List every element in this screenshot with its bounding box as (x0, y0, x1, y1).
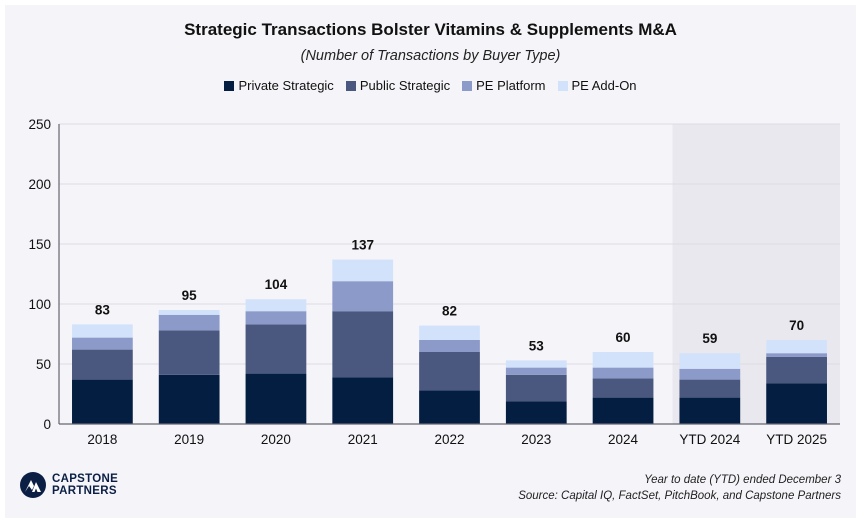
total-data-label: 53 (529, 338, 545, 353)
y-tick-label: 100 (28, 297, 51, 312)
bar-segment-pe-platform (332, 281, 394, 312)
legend-label: Private Strategic (238, 78, 334, 93)
bar-segment-public-strategic (679, 379, 741, 398)
x-tick-label: YTD 2025 (766, 432, 827, 447)
bar-segment-private-strategic (245, 373, 307, 424)
bar-segment-pe-add-on (419, 325, 480, 340)
legend-item-public-strategic: Public Strategic (345, 78, 451, 93)
bar-segment-private-strategic (332, 377, 394, 424)
x-tick-label: 2024 (608, 432, 639, 447)
bar-segment-private-strategic (766, 383, 827, 424)
legend-item-pe-platform: PE Platform (462, 78, 546, 93)
bar-segment-private-strategic (505, 401, 567, 424)
x-tick-label: YTD 2024 (679, 432, 740, 447)
bar-segment-public-strategic (505, 374, 567, 402)
x-tick-label: 2020 (261, 432, 291, 447)
bar-segment-public-strategic (72, 349, 133, 380)
ytd-note: Year to date (YTD) ended December 3 (644, 474, 841, 486)
bar-segment-pe-add-on (332, 259, 394, 282)
legend-swatch (462, 80, 473, 91)
total-data-label: 60 (616, 330, 631, 345)
bar-segment-pe-platform (158, 314, 220, 331)
bar-segment-pe-platform (245, 311, 307, 325)
capstone-mountain-icon (20, 472, 46, 498)
legend-label: Public Strategic (359, 78, 451, 93)
bar-segment-pe-add-on (72, 324, 133, 338)
chart-title: Strategic Transactions Bolster Vitamins … (184, 20, 677, 39)
bar-segment-pe-add-on (505, 360, 567, 368)
y-tick-label: 250 (28, 117, 51, 132)
legend-label: PE Add-On (571, 78, 637, 93)
bar-segment-pe-platform (679, 368, 741, 380)
legend-swatch (345, 80, 356, 91)
bar-segment-public-strategic (158, 330, 220, 375)
source-note: Source: Capital IQ, FactSet, PitchBook, … (518, 490, 841, 502)
legend-item-pe-add-on: PE Add-On (557, 78, 637, 93)
x-tick-label: 2019 (174, 432, 204, 447)
bar-segment-pe-add-on (679, 353, 741, 369)
bar-segment-pe-add-on (592, 352, 654, 368)
footnotes: Year to date (YTD) ended December 3 Sour… (518, 472, 841, 504)
total-data-label: 82 (442, 304, 457, 319)
x-tick-label: 2021 (348, 432, 378, 447)
bar-segment-private-strategic (419, 390, 480, 424)
bar-segment-pe-add-on (766, 340, 827, 354)
bar-segment-public-strategic (592, 378, 654, 398)
logo-line-1: CAPSTONE (52, 473, 119, 485)
total-data-label: 137 (351, 238, 374, 253)
bar-segment-private-strategic (679, 397, 741, 424)
legend-label: PE Platform (476, 78, 546, 93)
bar-segment-private-strategic (158, 374, 220, 424)
bar-segment-public-strategic (766, 356, 827, 384)
legend: Private Strategic Public Strategic PE Pl… (0, 78, 861, 93)
x-tick-label: 2023 (521, 432, 551, 447)
y-tick-label: 150 (28, 237, 51, 252)
bar-segment-pe-platform (72, 337, 133, 350)
bar-segment-public-strategic (332, 311, 394, 378)
y-tick-label: 50 (36, 357, 51, 372)
bar-segment-pe-add-on (158, 310, 220, 315)
total-data-label: 95 (182, 288, 198, 303)
y-tick-label: 200 (28, 177, 51, 192)
legend-swatch (557, 80, 568, 91)
bar-segment-pe-platform (505, 367, 567, 375)
bar-segment-pe-platform (419, 340, 480, 352)
chart-subtitle: (Number of Transactions by Buyer Type) (300, 48, 561, 64)
bar-segment-pe-add-on (245, 299, 307, 312)
bar-segment-pe-platform (766, 353, 827, 357)
x-tick-label: 2022 (434, 432, 464, 447)
bar-segment-public-strategic (245, 324, 307, 374)
x-tick-label: 2018 (87, 432, 117, 447)
bar-segment-private-strategic (72, 379, 133, 424)
bar-segment-pe-platform (592, 367, 654, 379)
total-data-label: 104 (265, 277, 288, 292)
bar-segment-private-strategic (592, 397, 654, 424)
capstone-logo: CAPSTONE PARTNERS (20, 472, 118, 498)
logo-line-2: PARTNERS (52, 485, 117, 497)
total-data-label: 83 (95, 302, 111, 317)
total-data-label: 59 (702, 331, 717, 346)
bar-segment-public-strategic (419, 352, 480, 391)
y-tick-label: 0 (43, 417, 51, 432)
legend-swatch (224, 80, 235, 91)
legend-item-private-strategic: Private Strategic (224, 78, 334, 93)
logo-wordmark: CAPSTONE PARTNERS (52, 473, 118, 497)
total-data-label: 70 (789, 318, 804, 333)
